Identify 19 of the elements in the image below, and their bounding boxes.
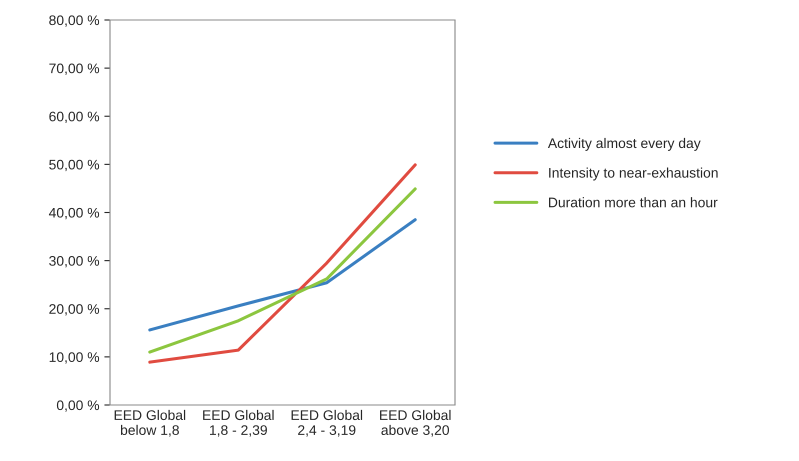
- line-series: [148, 187, 417, 354]
- y-tick-label: 30,00 %: [49, 256, 100, 268]
- legend-label: Duration more than an hour: [549, 197, 718, 208]
- legend-label: Activity almost every day: [548, 138, 701, 151]
- x-tick-label: EED Global below 1,8: [114, 410, 186, 437]
- line-series: [148, 163, 417, 364]
- y-tick-label: 0,00 %: [56, 400, 100, 412]
- y-tick-label: 70,00 %: [49, 63, 100, 75]
- y-tick-label: 40,00 %: [48, 208, 100, 220]
- legend-label: Intensity to near-exhaustion: [549, 168, 718, 180]
- y-tick-label: 60,00 %: [49, 112, 100, 124]
- x-tick-label: EED Global 1,8 - 2,39: [203, 410, 274, 437]
- y-tick-label: 10,00 %: [50, 352, 100, 364]
- y-tick-label: 80,00 %: [49, 15, 100, 27]
- y-tick-label: 20,00 %: [49, 304, 100, 316]
- line-series: [148, 218, 417, 332]
- y-tick-label: 50,00 %: [49, 160, 100, 172]
- x-tick-label: EED Global above 3,20: [380, 410, 451, 437]
- x-tick-label: EED Global 2,4 - 3,19: [292, 410, 362, 437]
